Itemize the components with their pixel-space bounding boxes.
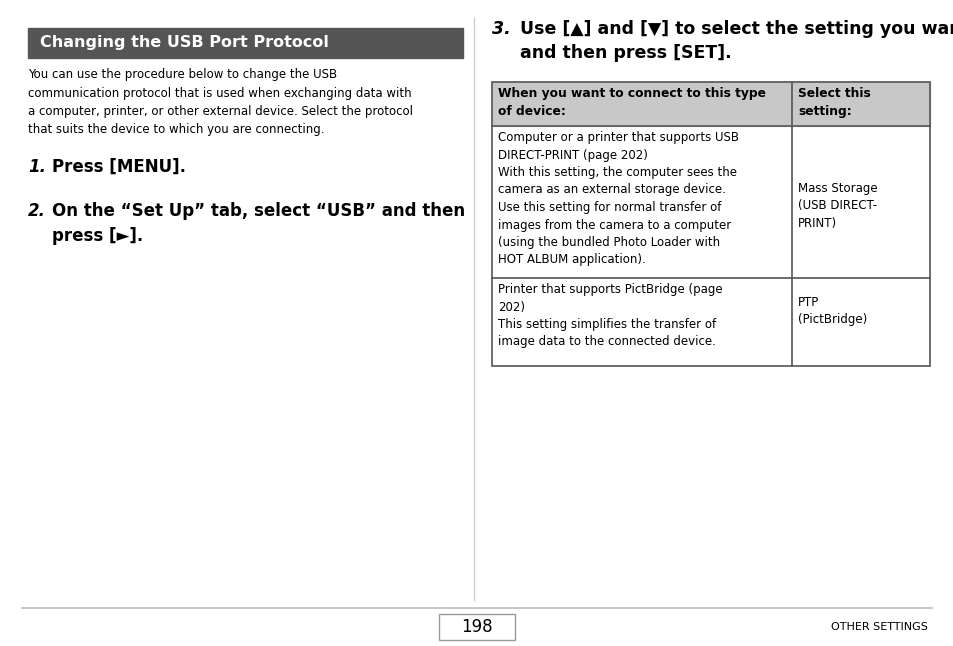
Text: 1.: 1. [28,158,46,176]
Bar [492,82,929,126]
Text: PTP
(PictBridge): PTP (PictBridge) [797,296,866,326]
Bar [438,614,515,640]
Text: When you want to connect to this type
of device:: When you want to connect to this type of… [497,87,765,118]
Text: Use [▲] and [▼] to select the setting you want
and then press [SET].: Use [▲] and [▼] to select the setting yo… [519,20,953,62]
Bar [492,82,929,366]
Text: 2.: 2. [28,202,46,220]
Text: Changing the USB Port Protocol: Changing the USB Port Protocol [40,36,329,50]
Text: Computer or a printer that supports USB
DIRECT-PRINT (page 202)
With this settin: Computer or a printer that supports USB … [497,131,739,267]
Text: Mass Storage
(USB DIRECT-
PRINT): Mass Storage (USB DIRECT- PRINT) [797,182,877,230]
Text: OTHER SETTINGS: OTHER SETTINGS [830,622,927,632]
Text: You can use the procedure below to change the USB
communication protocol that is: You can use the procedure below to chang… [28,68,413,136]
Text: 3.: 3. [492,20,510,38]
Text: 198: 198 [460,618,493,636]
Bar [28,28,462,58]
Text: Select this
setting:: Select this setting: [797,87,870,118]
Text: Press [MENU].: Press [MENU]. [52,158,186,176]
Text: Printer that supports PictBridge (page
202)
This setting simplifies the transfer: Printer that supports PictBridge (page 2… [497,283,721,348]
Text: On the “Set Up” tab, select “USB” and then
press [►].: On the “Set Up” tab, select “USB” and th… [52,202,465,245]
